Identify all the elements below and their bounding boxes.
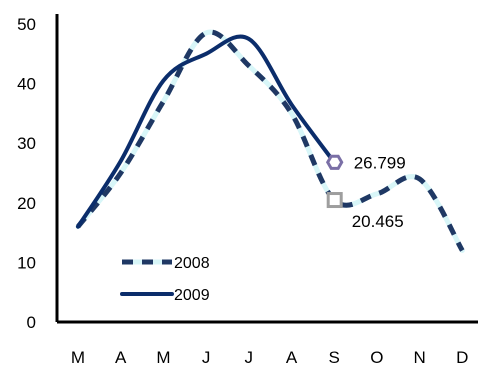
x-tick-label: O <box>370 348 383 367</box>
x-tick-label: A <box>286 348 298 367</box>
y-tick-label: 10 <box>17 253 36 272</box>
x-tick-label: J <box>245 348 254 367</box>
data-labels: 26.799 20.465 <box>352 153 406 231</box>
series-lines <box>75 29 465 253</box>
y-axis-tick-labels: 0 10 20 30 40 50 <box>17 15 36 332</box>
series-line-2009 <box>76 34 337 229</box>
data-markers <box>325 154 344 209</box>
x-tick-label: M <box>71 348 85 367</box>
data-label: 20.465 <box>352 212 404 231</box>
x-tick-label: J <box>202 348 211 367</box>
y-tick-label: 20 <box>17 194 36 213</box>
data-marker-hexagon <box>325 154 344 170</box>
y-tick-label: 50 <box>17 15 36 34</box>
legend-label-2009: 2009 <box>174 287 210 304</box>
legend: 2008 2009 <box>120 255 210 304</box>
x-tick-label: A <box>115 348 127 367</box>
x-tick-label: S <box>329 348 340 367</box>
legend-label-2008: 2008 <box>174 255 210 272</box>
y-tick-label: 0 <box>27 313 36 332</box>
data-label: 26.799 <box>354 153 406 172</box>
x-tick-label: D <box>456 348 468 367</box>
data-marker-square <box>326 192 343 209</box>
y-tick-label: 40 <box>17 75 36 94</box>
x-tick-label: N <box>413 348 425 367</box>
series-line-2008 <box>76 29 465 252</box>
y-tick-label: 30 <box>17 134 36 153</box>
x-tick-label: M <box>156 348 170 367</box>
